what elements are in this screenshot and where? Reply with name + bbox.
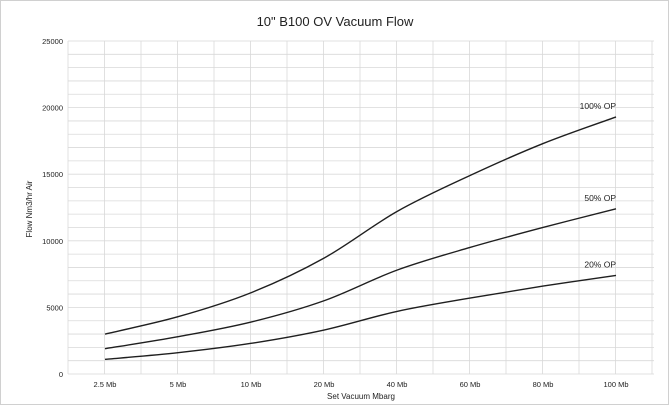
series-labels: 100% OP 50% OP 20% OP [580, 101, 617, 270]
x-tick-label: 80 Mb [533, 380, 554, 389]
series-line-0 [104, 116, 617, 335]
x-tick-label: 20 Mb [314, 380, 335, 389]
series-label: 100% OP [580, 101, 617, 111]
x-axis-ticks: 2.5 Mb 5 Mb 10 Mb 20 Mb 40 Mb 60 Mb 80 Mb 100 M… [94, 380, 629, 389]
x-tick-label: 5 Mb [170, 380, 187, 389]
series-line-1 [104, 208, 617, 350]
y-tick-label: 5000 [46, 303, 63, 312]
y-tick-label: 15000 [42, 170, 63, 179]
y-axis-label: Flow Nm3/hr Air [25, 180, 34, 237]
series-label: 20% OP [584, 259, 616, 269]
y-tick-label: 0 [59, 370, 63, 379]
x-tick-label: 40 Mb [387, 380, 408, 389]
chart-title: 10" B100 OV Vacuum Flow [257, 14, 414, 29]
y-axis-ticks: 0 5000 10000 15000 20000 25000 [42, 37, 63, 379]
x-tick-label: 100 Mb [603, 380, 628, 389]
series-label: 50% OP [584, 193, 616, 203]
y-tick-label: 10000 [42, 237, 63, 246]
x-tick-label: 10 Mb [241, 380, 262, 389]
series-line-2 [104, 274, 617, 361]
y-tick-label: 20000 [42, 104, 63, 113]
x-tick-label: 60 Mb [460, 380, 481, 389]
series-lines [104, 116, 617, 361]
y-tick-label: 25000 [42, 37, 63, 46]
x-tick-label: 2.5 Mb [94, 380, 117, 389]
grid [67, 40, 654, 375]
x-axis-label: Set Vacuum Mbarg [327, 392, 395, 401]
